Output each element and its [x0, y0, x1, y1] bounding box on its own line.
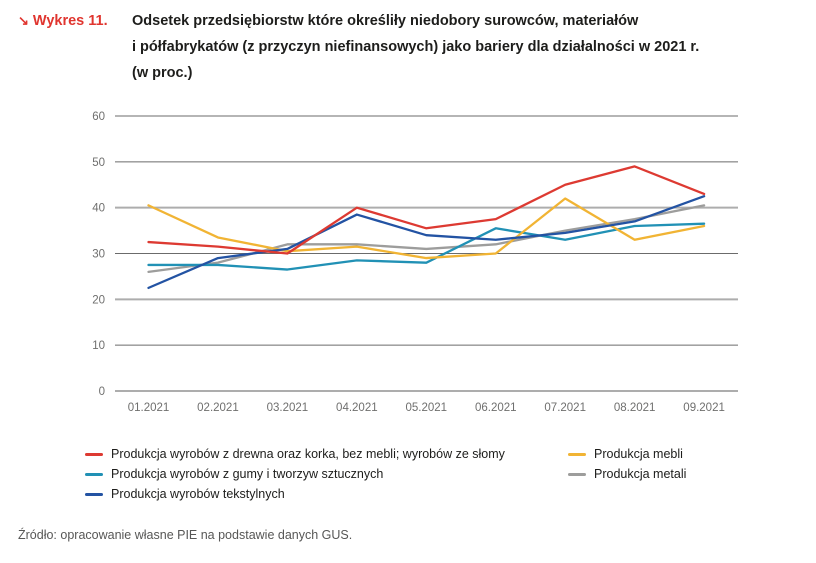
- x-tick-label: 06.2021: [475, 402, 517, 414]
- x-tick-label: 08.2021: [614, 402, 656, 414]
- legend-item: Produkcja metali: [568, 464, 686, 484]
- y-tick-label: 50: [92, 157, 105, 169]
- x-tick-label: 03.2021: [267, 402, 309, 414]
- y-tick-label: 20: [92, 294, 105, 306]
- legend-label: Produkcja wyrobów tekstylnych: [111, 487, 285, 501]
- y-tick-label: 10: [92, 340, 105, 352]
- legend-item: Produkcja wyrobów z drewna oraz korka, b…: [85, 444, 505, 464]
- series-line: [147, 204, 706, 273]
- legend-swatch-icon: [568, 472, 586, 476]
- legend-item: Produkcja wyrobów tekstylnych: [85, 484, 505, 504]
- figure-kicker: ↘ Wykres 11.: [18, 8, 132, 34]
- y-tick-label: 0: [99, 386, 105, 398]
- y-tick-label: 60: [92, 111, 105, 123]
- figure-title-line-1: Odsetek przedsiębiorstw które określiły …: [132, 13, 639, 29]
- legend-item: Produkcja mebli: [568, 444, 686, 464]
- legend-label: Produkcja wyrobów z drewna oraz korka, b…: [111, 447, 505, 461]
- source-note: Źródło: opracowanie własne PIE na podsta…: [18, 528, 353, 542]
- legend-swatch-icon: [85, 472, 103, 476]
- x-tick-label: 07.2021: [544, 402, 586, 414]
- figure-title: Odsetek przedsiębiorstw które określiły …: [132, 8, 699, 86]
- y-tick-label: 40: [92, 203, 105, 215]
- figure-header: ↘ Wykres 11. Odsetek przedsiębiorstw któr…: [18, 8, 699, 86]
- legend-label: Produkcja mebli: [594, 447, 683, 461]
- figure-title-line-3: (w proc.): [132, 65, 193, 81]
- x-tick-label: 04.2021: [336, 402, 378, 414]
- down-right-arrow-icon: ↘: [18, 13, 29, 28]
- legend-swatch-icon: [568, 452, 586, 456]
- x-tick-label: 02.2021: [197, 402, 239, 414]
- x-tick-label: 09.2021: [683, 402, 725, 414]
- x-tick-label: 01.2021: [128, 402, 170, 414]
- legend-column-left: Produkcja wyrobów z drewna oraz korka, b…: [85, 444, 505, 504]
- legend-label: Produkcja wyrobów z gumy i tworzyw sztuc…: [111, 467, 384, 481]
- legend-label: Produkcja metali: [594, 467, 687, 481]
- legend-swatch-icon: [85, 492, 103, 496]
- legend-swatch-icon: [85, 452, 103, 456]
- figure-number: Wykres 11.: [32, 13, 108, 29]
- chart-legend: Produkcja wyrobów z drewna oraz korka, b…: [85, 444, 805, 508]
- series-line: [147, 222, 706, 271]
- series-line: [147, 165, 706, 255]
- series-line: [147, 195, 706, 290]
- y-tick-label: 30: [92, 249, 105, 261]
- x-tick-label: 05.2021: [406, 402, 448, 414]
- figure-title-line-2: i półfabrykatów (z przyczyn niefinansowy…: [132, 39, 700, 55]
- legend-item: Produkcja wyrobów z gumy i tworzyw sztuc…: [85, 464, 505, 484]
- legend-column-right: Produkcja mebli Produkcja metali: [568, 444, 686, 484]
